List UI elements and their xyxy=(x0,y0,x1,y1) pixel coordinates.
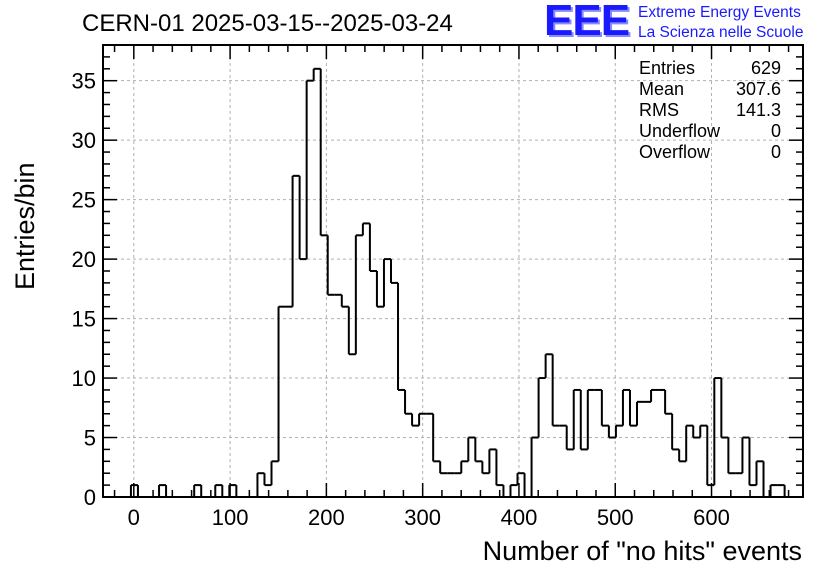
stat-mean: Mean 307.6 xyxy=(639,79,781,100)
stat-value: 141.3 xyxy=(735,100,781,120)
x-tick-label: 0 xyxy=(128,505,140,530)
eee-logo: EEE Extreme Energy Events La Scienza nel… xyxy=(544,0,834,45)
y-tick-label: 0 xyxy=(84,485,96,510)
stat-value: 629 xyxy=(750,58,781,78)
stat-entries: Entries 629 xyxy=(639,58,781,79)
x-tick-label: 300 xyxy=(404,505,441,530)
x-tick-label: 500 xyxy=(597,505,634,530)
x-tick-label: 600 xyxy=(693,505,730,530)
logo-line-2: La Scienza nelle Scuole xyxy=(638,24,804,41)
stat-value: 307.6 xyxy=(735,79,781,99)
stat-overflow: Overflow 0 xyxy=(639,142,781,163)
axes: 0 100 200 300 400 500 600 0 5 10 15 20 25 30 35 xyxy=(72,44,804,530)
chart-title: CERN-01 2025-03-15--2025-03-24 xyxy=(82,10,453,37)
grid-lines xyxy=(103,45,803,497)
y-tick-label: 35 xyxy=(72,69,96,94)
x-axis-label: Number of "no hits" events xyxy=(482,536,802,566)
y-tick-label: 25 xyxy=(72,188,96,213)
stat-value: 0 xyxy=(770,121,781,141)
stats-box: Entries 629 Mean 307.6 RMS 141.3 Underfl… xyxy=(639,58,781,163)
y-tick-label: 15 xyxy=(72,307,96,332)
y-axis-label: Entries/bin xyxy=(10,162,40,290)
stat-rms: RMS 141.3 xyxy=(639,100,781,121)
stat-label: Mean xyxy=(639,79,685,99)
y-tick-label: 30 xyxy=(72,128,96,153)
stat-label: Underflow xyxy=(639,121,721,141)
eee-logo-mark: EEE xyxy=(544,0,630,45)
stat-underflow: Underflow 0 xyxy=(639,121,781,142)
stat-label: Overflow xyxy=(639,142,711,162)
logo-line-1: Extreme Energy Events xyxy=(638,4,801,21)
stat-label: Entries xyxy=(639,58,696,78)
y-tick-label: 20 xyxy=(72,247,96,272)
y-tick-label: 5 xyxy=(84,426,96,451)
x-tick-label: 400 xyxy=(501,505,538,530)
y-axis-label-box: Entries/bin xyxy=(6,110,46,290)
x-tick-label: 200 xyxy=(308,505,345,530)
y-tick-label: 10 xyxy=(72,366,96,391)
stat-label: RMS xyxy=(639,100,679,120)
x-tick-label: 100 xyxy=(212,505,249,530)
stat-value: 0 xyxy=(770,142,781,162)
histogram-bars xyxy=(129,67,786,498)
